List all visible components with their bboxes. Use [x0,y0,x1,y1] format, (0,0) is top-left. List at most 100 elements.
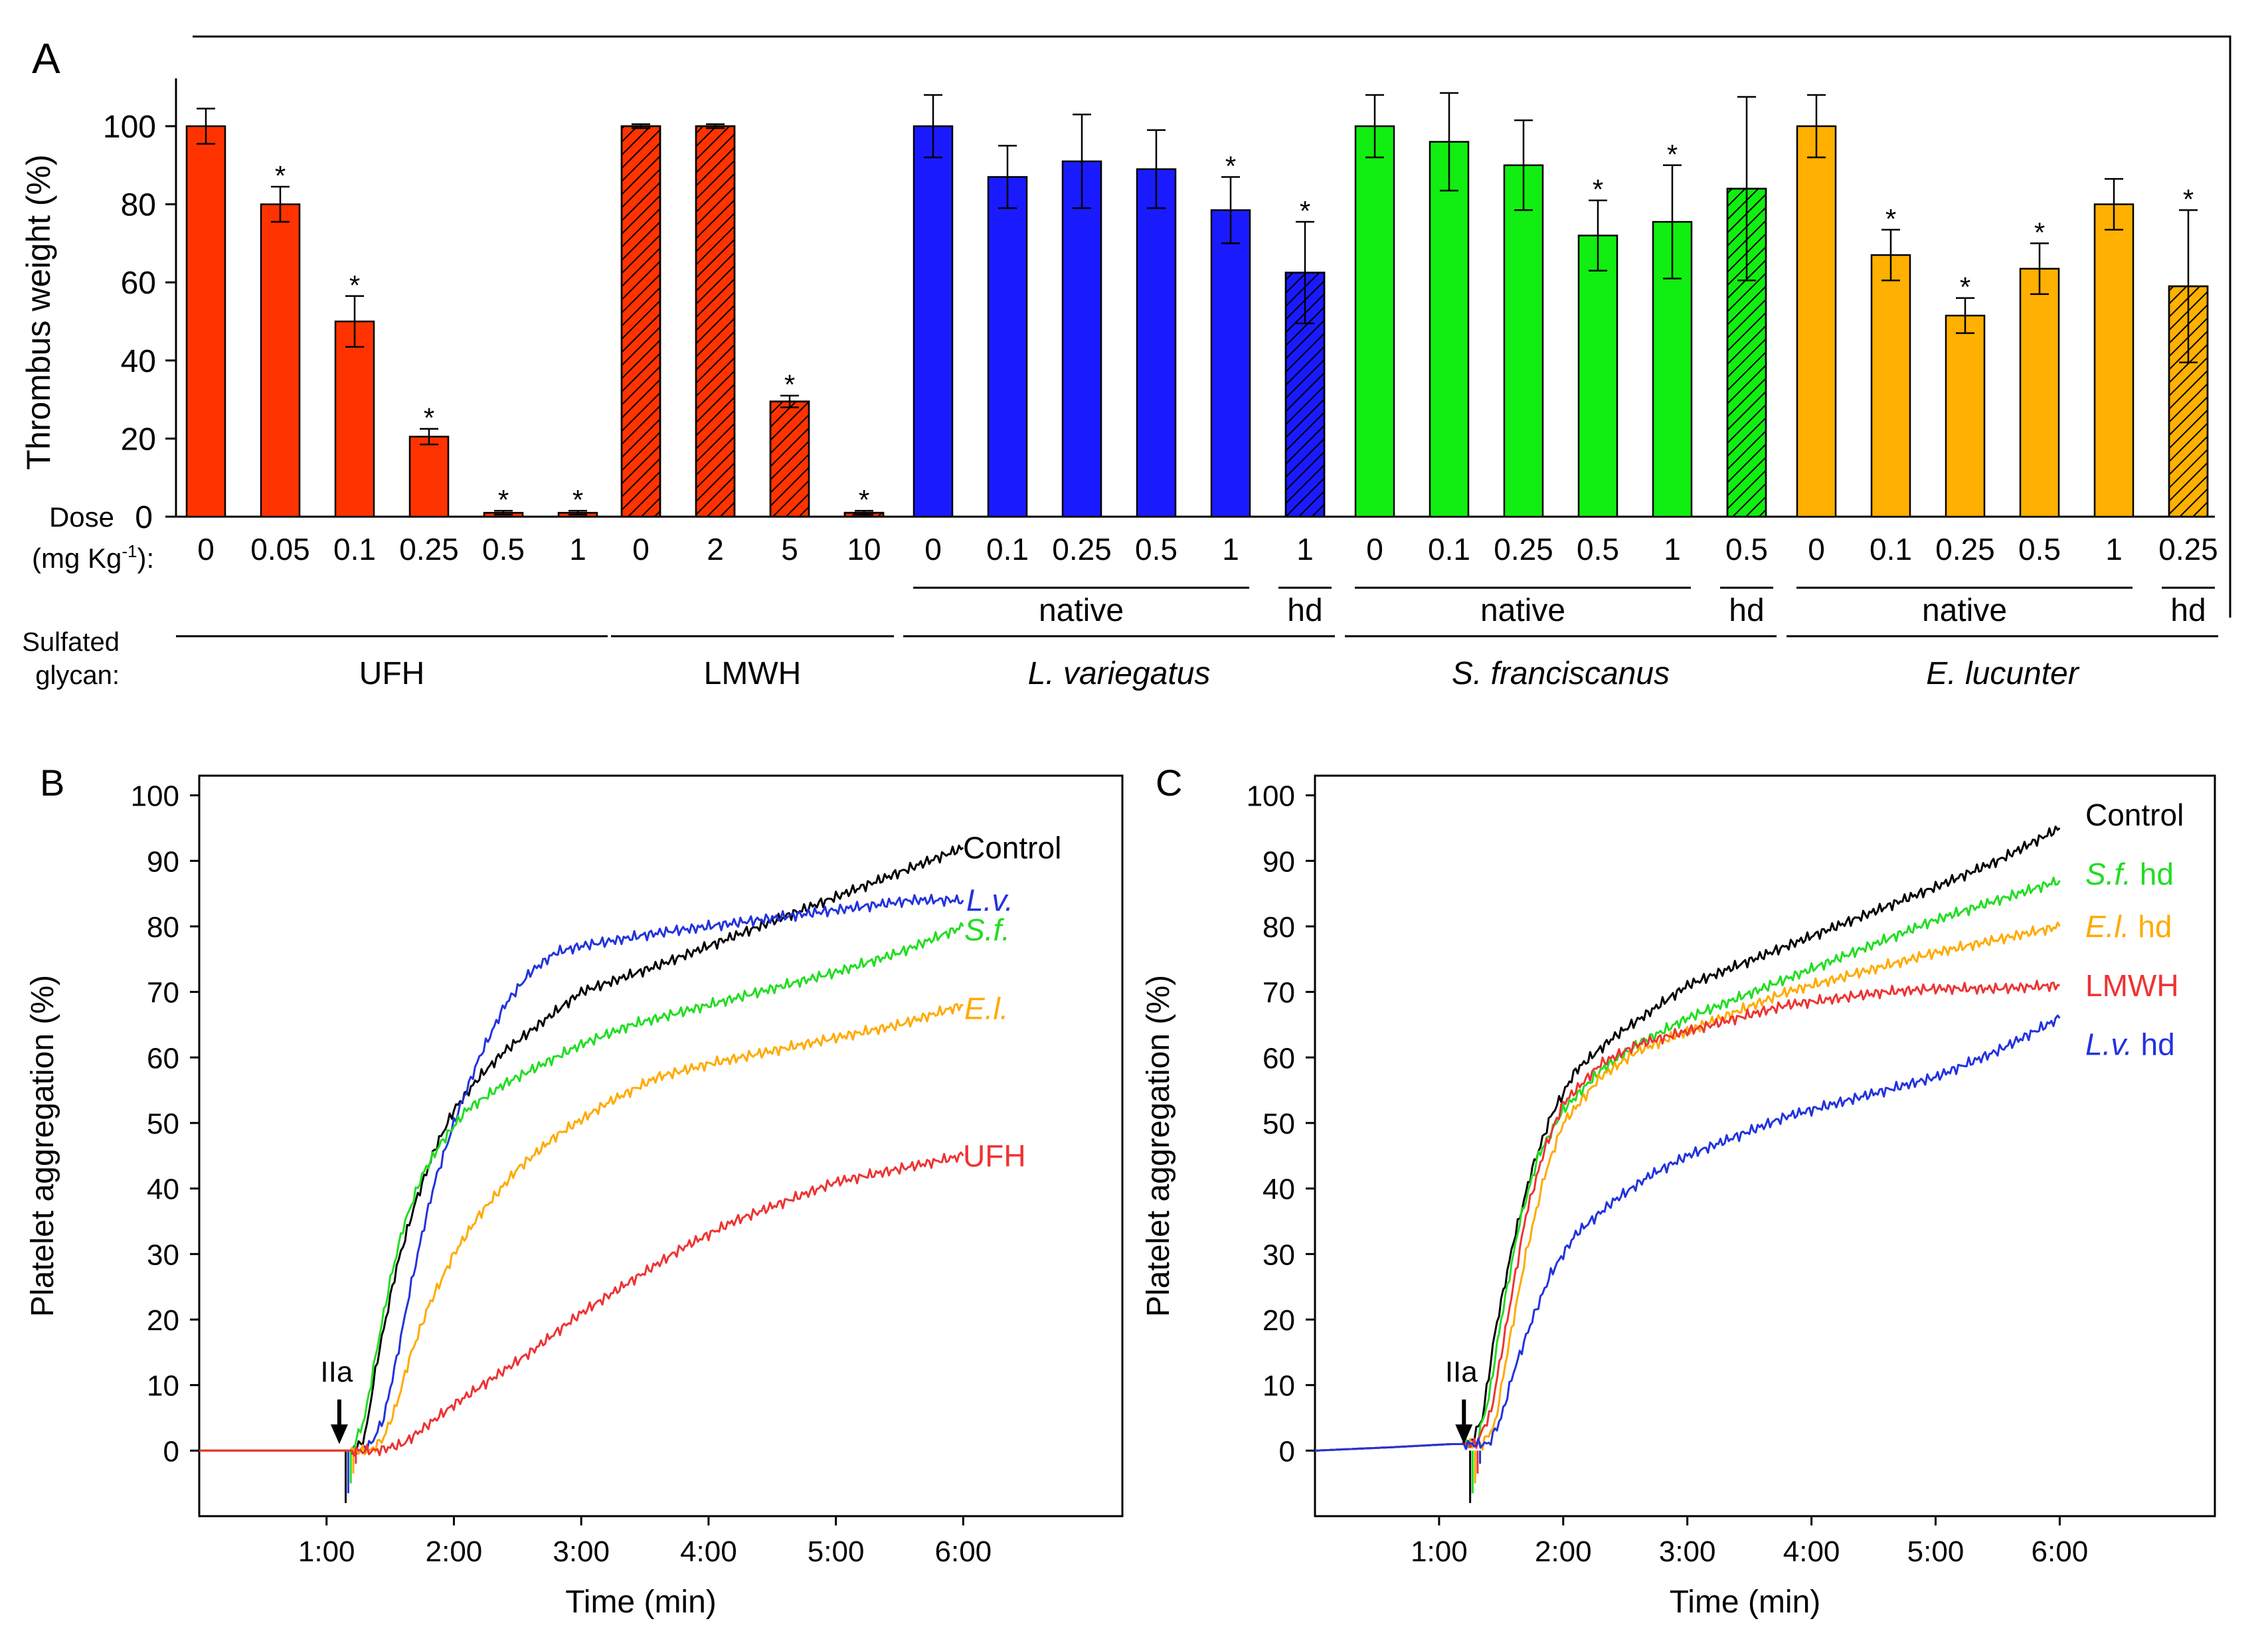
y-tick-label-a: 100 [103,110,156,145]
y-tick-label: 10 [147,1370,179,1403]
dose-tick-label: 1 [1222,532,1239,566]
dose-unit-label: (mg Kg-1): [32,541,154,574]
dose-tick-label: 0.5 [1135,532,1178,566]
dose-unit-sup: -1 [122,541,137,561]
series-label: E.l. [964,991,1008,1025]
x-tick-label: 4:00 [680,1535,737,1568]
y-tick-label: 10 [1263,1370,1295,1403]
iia-annotation: IIa [320,1356,353,1389]
series-label: L.v. hd [2085,1027,2175,1062]
panel-label: C [1156,762,1182,804]
dose-tick-label: 0 [632,532,650,566]
bar [185,125,226,518]
x-tick-label: 3:00 [1659,1535,1716,1568]
series-name: E.l. [964,991,1008,1025]
series-line [199,922,964,1452]
plot-frame [198,774,1124,1517]
dose-tick-label: 0 [197,532,215,566]
series-line [199,1151,964,1457]
native-label: native [1480,593,1565,628]
series-line [1314,825,2061,1452]
significance-star: * [275,160,286,191]
bar [1870,254,1911,518]
series-label: UFH [963,1138,1026,1173]
bar [987,176,1028,518]
dose-label: Dose [49,501,114,533]
y-tick-label: 60 [1263,1042,1295,1075]
x-axis-label: Time (min) [565,1585,717,1620]
y-tick-label: 90 [1263,845,1295,878]
y-tick-label-a: 40 [121,344,156,379]
series-line [199,844,964,1455]
y-tick-label-a: 20 [121,422,156,457]
group-label: E. lucunter [1926,656,2079,691]
bar [1061,160,1102,518]
dose-tick-label: 0.1 [986,532,1029,566]
bar-hatch [769,400,810,518]
iia-arrow-head [1455,1424,1473,1444]
dose-tick-label: 2 [707,532,724,566]
bar [1136,168,1177,518]
series-name: E.l. [2085,909,2129,944]
native-label: native [1922,593,2007,628]
series-label: LMWH [2085,968,2179,1003]
significance-star: * [1960,272,1970,303]
bar [2093,203,2135,518]
x-tick-label: 2:00 [426,1535,483,1568]
series-line [1314,1014,2061,1452]
significance-star: * [1300,195,1310,226]
series-line [199,1003,964,1456]
bar [1210,209,1251,518]
x-tick-label: 4:00 [1783,1535,1840,1568]
panel-c: C 0 10 20 30 40 50 60 70 80 90 100 1:00 2:00 3:00 4:00 5… [1141,762,2216,1620]
significance-star: * [349,270,360,301]
bar [1577,234,1618,518]
x-tick-label: 5:00 [808,1535,865,1568]
series-line [199,893,964,1455]
series-label: Control [963,831,1061,865]
series-name: S.f. [2085,857,2131,891]
y-axis-label: Platelet aggregation (%) [1141,975,1176,1317]
bar [1503,164,1544,518]
y-tick-label: 0 [1279,1435,1295,1468]
panel-a-frame [193,35,2231,618]
iia-arrow-head [330,1424,348,1444]
x-tick-label: 6:00 [935,1535,992,1568]
y-tick-label-a: 60 [121,266,156,301]
series-name: LMWH [2085,968,2179,1003]
series-name: L.v. [966,883,1013,917]
dose-tick-label: 5 [781,532,798,566]
y-tick-label: 50 [1263,1108,1295,1140]
native-label: native [1039,593,1124,628]
significance-star: * [572,484,583,515]
y-tick-label: 70 [147,977,179,1009]
dose-tick-label: 0.1 [1870,532,1912,566]
dose-tick-label: 1 [2105,532,2123,566]
dose-unit-text: (mg Kg [32,543,122,574]
dose-tick-label: 0.1 [333,532,376,566]
series-line [1314,980,2060,1452]
y-tick-label: 20 [1263,1304,1295,1337]
y-tick-label: 50 [147,1108,179,1140]
y-axis-label-a: Thrombus weight (%) [20,154,57,470]
bar [2019,268,2060,518]
dose-tick-label: 0.5 [2018,532,2061,566]
x-tick-label: 3:00 [553,1535,610,1568]
dose-tick-label: 0 [1808,532,1825,566]
bar [1354,125,1395,518]
y-tick-label: 40 [1263,1173,1295,1206]
dose-tick-label: 10 [847,532,881,566]
bar [260,203,301,518]
x-axis-label: Time (min) [1670,1585,1821,1620]
series-label: E.l. hd [2085,909,2172,944]
significance-star: * [1225,150,1236,181]
significance-star: * [2183,183,2194,215]
y-tick-label: 70 [1263,977,1295,1009]
significance-star: * [1885,203,1896,234]
group-label: LMWH [704,656,802,691]
series-label: L.v. [966,883,1013,917]
series-suffix: hd [2133,1027,2175,1062]
dose-tick-label: 0.25 [1494,532,1553,566]
y-tick-label: 40 [147,1173,179,1206]
